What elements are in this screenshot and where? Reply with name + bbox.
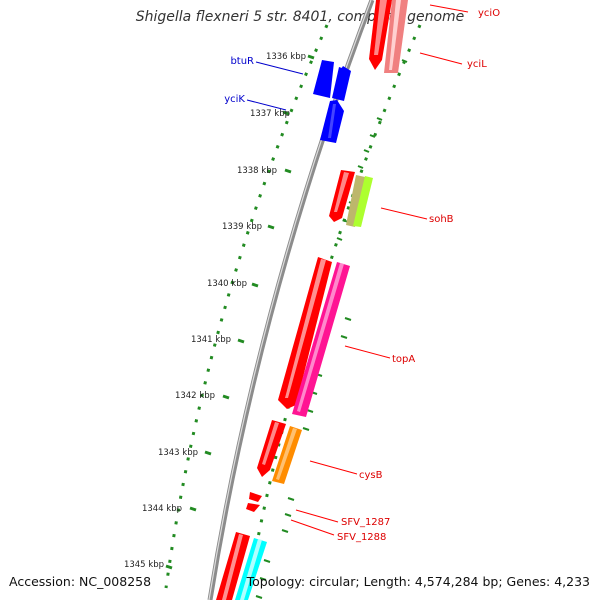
- gene-label-yciL[interactable]: yciL: [467, 59, 487, 70]
- gene-label-SFV_1288[interactable]: SFV_1288: [337, 532, 386, 543]
- gene-yciL-highlight: [389, 0, 401, 70]
- gene-label-btuR[interactable]: btuR: [230, 56, 254, 67]
- tick-label: 1345 kbp: [124, 560, 164, 570]
- tick-label: 1342 kbp: [175, 391, 215, 401]
- tick-label: 1341 kbp: [191, 335, 231, 345]
- gene-cysB-hl: [276, 428, 297, 480]
- gene-sohB-olive[interactable]: [346, 175, 365, 227]
- gene-bottom-cyan-hl: [240, 539, 262, 600]
- gene-label-SFV_1287[interactable]: SFV_1287: [341, 517, 390, 528]
- inner-ring-kbp-ticks: [165, 54, 315, 570]
- gene-label-cysB[interactable]: cysB: [359, 470, 383, 481]
- gene-features: [216, 0, 408, 600]
- gene-label-sohB[interactable]: sohB: [429, 214, 454, 225]
- tick-label: 1337 kbp: [250, 109, 290, 119]
- tick-label: 1338 kbp: [237, 166, 277, 176]
- gene-label-yciO[interactable]: yciO: [478, 8, 500, 19]
- gene-leader-lines: [246, 4, 469, 536]
- gene-cysB-left-hl: [262, 422, 279, 465]
- tick-label: 1343 kbp: [158, 448, 198, 458]
- gene-label-yciK[interactable]: yciK: [224, 94, 245, 105]
- genome-summary-text: Topology: circular; Length: 4,574,284 bp…: [246, 574, 590, 589]
- gene-yciK-highlight: [328, 104, 336, 138]
- gene-SFV_1288[interactable]: [246, 503, 260, 512]
- inner-tick-ring: [164, 24, 329, 589]
- kbp-tick-labels: 1336 kbp 1337 kbp 1338 kbp 1339 kbp 1340…: [124, 52, 306, 570]
- tick-label: 1339 kbp: [222, 222, 262, 232]
- backbone-ring-highlight: [208, 0, 372, 600]
- gene-sohB[interactable]: [353, 176, 373, 227]
- gene-btuR-2[interactable]: [332, 67, 351, 101]
- outer-ring-ticks: [255, 59, 408, 599]
- gene-topA-hl: [297, 263, 344, 412]
- gene-SFV_1287[interactable]: [249, 492, 262, 502]
- backbone-ring: [207, 0, 375, 600]
- accession-text: Accession: NC_008258: [9, 574, 152, 589]
- gene-bottom-red-hl: [222, 534, 243, 600]
- tick-label: 1340 kbp: [207, 279, 247, 289]
- gene-yciO-highlight: [374, 0, 387, 55]
- gene-sohB-left-hl: [334, 172, 349, 212]
- gene-btuR[interactable]: [313, 60, 334, 98]
- tick-label: 1336 kbp: [266, 52, 306, 62]
- gene-labels: yciO yciL btuR yciK sohB topA cysB SFV_1…: [224, 8, 500, 543]
- tick-label: 1344 kbp: [142, 504, 182, 514]
- gene-btuR-3[interactable]: [339, 66, 351, 72]
- gene-label-topA[interactable]: topA: [392, 354, 415, 365]
- gene-topA-left-hl: [285, 259, 326, 398]
